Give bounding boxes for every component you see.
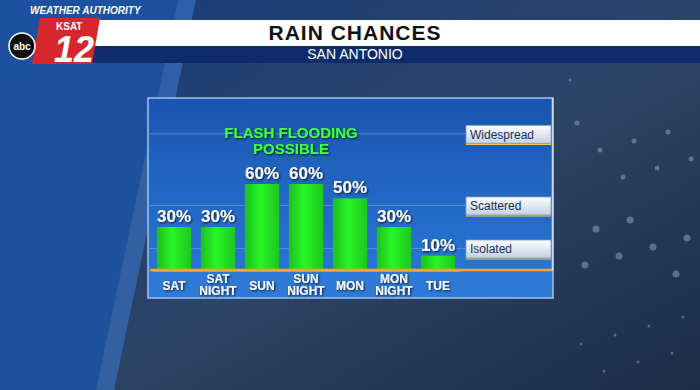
raindrops xyxy=(569,79,694,373)
raindrop xyxy=(632,139,637,144)
y-tick-underline xyxy=(466,215,551,216)
raindrop xyxy=(673,271,680,278)
y-tick-label: Scattered xyxy=(470,199,521,213)
subtitle: SAN ANTONIO xyxy=(307,46,403,62)
x-tick-label: SUNNIGHT xyxy=(287,272,325,298)
raindrop xyxy=(593,226,600,233)
data-label: 10% xyxy=(421,236,455,255)
raindrop xyxy=(650,244,657,251)
raindrop xyxy=(582,262,589,269)
data-label: 60% xyxy=(289,164,323,183)
data-label: 30% xyxy=(157,207,191,226)
plot-panel xyxy=(148,98,553,298)
title: RAIN CHANCES xyxy=(268,21,441,44)
background xyxy=(0,0,700,390)
label-strip xyxy=(149,270,552,297)
chart-root: RAIN CHANCES SAN ANTONIO WEATHER AUTHORITY… xyxy=(0,0,700,390)
y-tick: Widespread xyxy=(466,125,552,144)
bar xyxy=(157,227,191,270)
subtitle-bar xyxy=(91,46,700,63)
raindrop xyxy=(616,253,623,260)
x-tick-label: MONNIGHT xyxy=(375,272,413,298)
x-tick-label: SATNIGHT xyxy=(199,272,237,298)
x-tick-label: SAT xyxy=(162,279,186,293)
x-tick: SATNIGHT xyxy=(199,270,237,298)
x-axis: SAT SATNIGHT SUN SUNNIGHT MON MONNIGHT TUE xyxy=(153,270,461,298)
x-tick-label-line: MON xyxy=(336,279,364,293)
raindrop xyxy=(621,175,626,180)
data-label: 60% xyxy=(245,164,279,183)
logo-network: abc xyxy=(13,41,31,52)
raindrop xyxy=(603,370,606,373)
bar xyxy=(289,184,323,270)
y-axis-line xyxy=(552,99,554,271)
raindrop xyxy=(598,148,603,153)
x-tick: SUNNIGHT xyxy=(287,270,325,298)
y-tick: Scattered xyxy=(466,197,552,216)
annotation-line: FLASH FLOODING xyxy=(224,124,357,141)
y-tick-box xyxy=(466,240,551,258)
raindrop xyxy=(648,325,651,328)
data-label: 30% xyxy=(201,207,235,226)
bar xyxy=(245,184,279,270)
raindrop xyxy=(655,166,660,171)
bar xyxy=(333,198,367,270)
logo-channel: 12 xyxy=(54,29,94,70)
x-tick-label-line: NIGHT xyxy=(287,284,325,298)
raindrop xyxy=(666,130,671,135)
raindrop xyxy=(575,121,580,126)
data-label: 50% xyxy=(333,178,367,197)
raindrop xyxy=(580,343,583,346)
x-tick-label-line: NIGHT xyxy=(375,284,413,298)
raindrop xyxy=(637,361,640,364)
x-tick-label-line: NIGHT xyxy=(199,284,237,298)
x-tick: MON xyxy=(336,270,364,293)
bars xyxy=(157,184,455,270)
y-tick-label: Widespread xyxy=(470,128,534,142)
y-tick-underline xyxy=(466,144,551,145)
y-tick-box xyxy=(466,125,551,143)
raindrop xyxy=(689,157,694,162)
annotation: FLASH FLOODINGPOSSIBLE xyxy=(224,124,357,157)
x-tick-label-line: SAT xyxy=(162,279,186,293)
bar xyxy=(201,227,235,270)
data-labels: 30% 30% 60% 60% 50% 30% 10% xyxy=(157,164,455,255)
bar xyxy=(377,227,411,270)
x-tick-label-line: SUN xyxy=(249,279,274,293)
y-tick-label: Isolated xyxy=(470,242,512,256)
raindrop xyxy=(682,316,685,319)
x-tick-label: MON xyxy=(336,279,364,293)
x-tick: MONNIGHT xyxy=(375,270,413,298)
bar xyxy=(421,256,455,270)
x-tick-label-line: TUE xyxy=(426,279,450,293)
raindrop xyxy=(614,334,617,337)
data-label: 30% xyxy=(377,207,411,226)
raindrop xyxy=(569,79,572,82)
x-tick: SUN xyxy=(249,270,274,293)
x-tick: SAT xyxy=(162,270,186,293)
y-axis: Isolated Scattered Widespread xyxy=(466,99,553,271)
x-tick-label: TUE xyxy=(426,279,450,293)
raindrop xyxy=(671,352,674,355)
logo-slogan: WEATHER AUTHORITY xyxy=(30,5,142,16)
title-bar xyxy=(94,20,700,46)
y-tick-underline xyxy=(466,258,551,259)
raindrop xyxy=(627,217,634,224)
y-tick: Isolated xyxy=(466,240,552,259)
x-tick-label: SUN xyxy=(249,279,274,293)
logo-network-circle xyxy=(9,33,35,59)
baseline xyxy=(150,269,552,272)
chart-svg: RAIN CHANCES SAN ANTONIO WEATHER AUTHORITY… xyxy=(0,0,700,390)
raindrop xyxy=(684,235,691,242)
y-tick-box xyxy=(466,197,551,215)
x-tick: TUE xyxy=(426,270,450,293)
annotation-line: POSSIBLE xyxy=(253,140,329,157)
